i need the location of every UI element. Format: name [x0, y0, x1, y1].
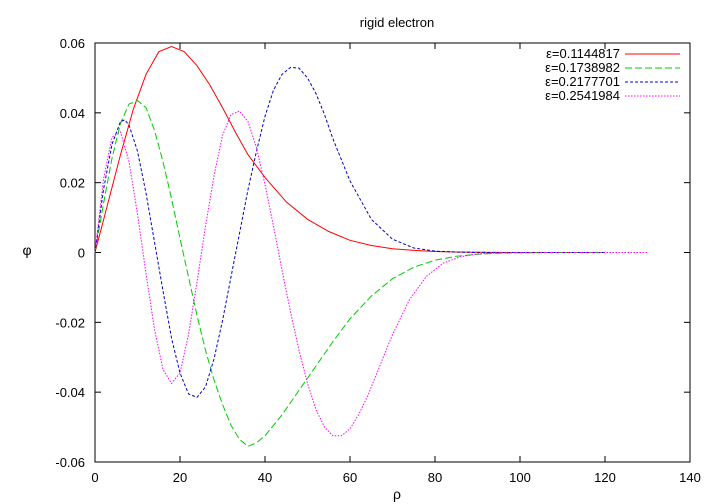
x-axis-label: ρ [393, 486, 401, 502]
y-tick-label: -0.04 [55, 385, 85, 400]
legend-label-1: ε=0.1144817 [546, 46, 620, 61]
legend: ε=0.1144817ε=0.1738982ε=0.2177701ε=0.254… [545, 46, 680, 103]
legend-label-3: ε=0.2177701 [545, 74, 620, 89]
y-axis-label: φ [22, 242, 31, 258]
x-tick-label: 20 [173, 470, 187, 485]
x-tick-label: 0 [91, 470, 98, 485]
y-tick-label: 0 [78, 246, 85, 261]
y-tick-label: 0.06 [60, 36, 85, 51]
series-line-3 [94, 66, 605, 399]
legend-label-2: ε=0.1738982 [545, 60, 620, 75]
series-layer [94, 45, 648, 447]
x-tick-label: 40 [258, 470, 272, 485]
x-tick-label: 120 [594, 470, 616, 485]
y-tick-label: 0.04 [60, 106, 85, 121]
x-tick-label: 100 [509, 470, 531, 485]
series-line-4 [94, 110, 648, 437]
axis-ticks: 0 20 40 60 80 100 120 140 -0.06 -0.04 -0.02 0 0.02 0.… [55, 36, 700, 485]
y-tick-label: -0.02 [55, 315, 85, 330]
series-line-2 [94, 100, 605, 447]
series-line-1 [94, 45, 605, 253]
x-tick-label: 80 [428, 470, 442, 485]
x-tick-label: 140 [679, 470, 701, 485]
x-tick-label: 60 [343, 470, 357, 485]
chart-title: rigid electron [360, 15, 434, 30]
legend-label-4: ε=0.2541984 [545, 88, 620, 103]
y-tick-label: 0.02 [60, 176, 85, 191]
y-tick-label: -0.06 [55, 455, 85, 470]
